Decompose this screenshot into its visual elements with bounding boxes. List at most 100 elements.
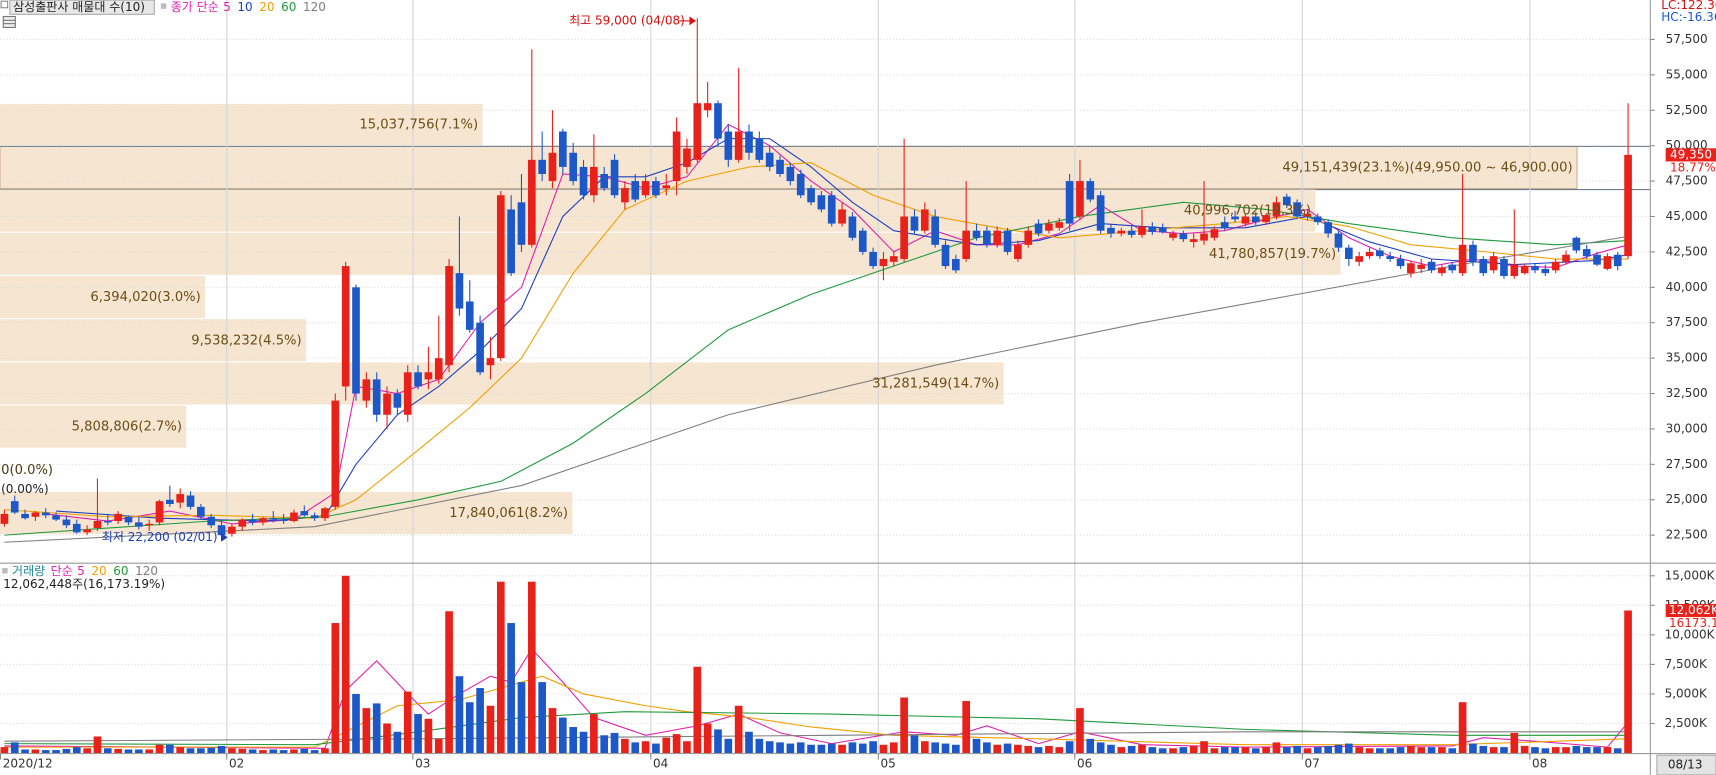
- candle-body: [879, 258, 888, 267]
- candle-body: [952, 258, 960, 271]
- candle-body: [352, 287, 360, 394]
- candle-body: [559, 131, 567, 167]
- volume-bar: [1582, 747, 1591, 754]
- volume-bar: [817, 744, 826, 754]
- candle-body: [31, 512, 40, 517]
- candle-body: [1117, 230, 1126, 234]
- volume-bar: [10, 742, 19, 754]
- profile-label: 41,780,857(19.7%): [1209, 247, 1336, 262]
- y-tick-label: 57,500: [1666, 32, 1708, 46]
- candle-body: [362, 379, 371, 401]
- volume-tick-label: 5,000K: [1665, 686, 1708, 700]
- volume-bar: [765, 741, 774, 754]
- candle-body: [972, 230, 981, 238]
- candle-body: [207, 516, 216, 526]
- volume-bar: [114, 748, 122, 754]
- volume-bar: [1510, 732, 1519, 754]
- table-icon[interactable]: [2, 15, 16, 28]
- volume-bar: [931, 742, 939, 754]
- legend-entry: 120: [135, 564, 158, 578]
- volume-bar: [590, 714, 598, 754]
- candle-body: [920, 209, 929, 231]
- volume-bar: [1014, 744, 1022, 754]
- y-tick-label: 35,000: [1666, 351, 1708, 365]
- candle-body: [1272, 202, 1281, 217]
- volume-profile: [0, 103, 1651, 535]
- legend-icon: [2, 568, 8, 574]
- volume-bar: [414, 714, 422, 754]
- volume-bar: [641, 741, 650, 754]
- volume-bar: [1189, 745, 1198, 754]
- x-tick-label: 02: [229, 756, 244, 770]
- profile-label: 9,538,232(4.5%): [191, 333, 301, 348]
- candle-body: [641, 181, 650, 196]
- y-tick-label: 40,000: [1666, 280, 1708, 294]
- volume-bar: [1086, 738, 1095, 754]
- volume-bar: [559, 717, 567, 754]
- candle-body: [83, 529, 91, 533]
- candle-body: [1251, 216, 1260, 223]
- price-tag-label: 49,350: [1670, 147, 1712, 161]
- volume-bar: [1065, 741, 1074, 754]
- y-tick-label: 55,000: [1666, 67, 1708, 81]
- candle-body: [1107, 227, 1115, 234]
- candle-body: [734, 131, 743, 160]
- candle-body: [1510, 264, 1519, 276]
- title-box[interactable]: [9, 0, 155, 15]
- candle-body: [1324, 222, 1332, 234]
- candle-body: [569, 152, 578, 182]
- volume-bar: [1355, 747, 1364, 754]
- volume-bar: [1551, 747, 1560, 754]
- candle-body: [1572, 237, 1581, 251]
- profile-label: 6,394,020(3.0%): [90, 290, 200, 305]
- candle-body: [0, 513, 9, 524]
- volume-bar: [434, 738, 443, 754]
- volume-bar: [465, 702, 474, 754]
- volume-bar: [62, 748, 71, 754]
- candle-body: [1148, 226, 1157, 233]
- volume-bar: [517, 682, 526, 754]
- volume-bar: [1210, 748, 1219, 754]
- candle-body: [703, 103, 712, 111]
- volume-bar: [1117, 747, 1126, 754]
- candle-body: [983, 230, 991, 245]
- candle-body: [1365, 251, 1374, 257]
- x-tick-label: 2020/12: [3, 756, 53, 770]
- volume-bar: [579, 731, 588, 754]
- x-tick-label: 06: [1077, 756, 1092, 770]
- candle-body: [62, 519, 71, 526]
- candle-body: [1065, 181, 1074, 224]
- candle-body: [900, 216, 908, 259]
- legend-entry: 10: [237, 0, 252, 14]
- profile-band: [0, 189, 1316, 232]
- candle-body: [1345, 247, 1353, 259]
- profile-label: 15,037,756(7.1%): [359, 118, 478, 133]
- volume-bar: [755, 738, 764, 754]
- candle-body: [414, 372, 422, 387]
- candle-body: [1138, 226, 1146, 235]
- candle-body: [1386, 256, 1395, 259]
- candle-body: [1045, 223, 1053, 231]
- candle-body: [1179, 233, 1188, 240]
- volume-bar: [362, 708, 371, 754]
- volume-bar: [176, 747, 185, 754]
- hc-label: HC:-16.36: [1661, 10, 1716, 24]
- volume-bar: [1386, 748, 1395, 754]
- volume-bar: [207, 747, 216, 754]
- volume-bar: [1438, 747, 1446, 754]
- volume-bar: [879, 744, 888, 754]
- volume-bar: [124, 749, 133, 754]
- candle-body: [962, 230, 971, 259]
- candle-body: [827, 195, 836, 224]
- candles: [0, 18, 1632, 754]
- volume-bar: [1334, 744, 1343, 754]
- candle-body: [1055, 222, 1064, 228]
- candle-body: [1076, 181, 1084, 217]
- candle-body: [672, 131, 681, 182]
- candle-body: [279, 519, 288, 522]
- candle-body: [838, 209, 846, 224]
- candle-body: [197, 506, 205, 517]
- candle-body: [517, 202, 526, 245]
- volume-bar: [41, 750, 50, 754]
